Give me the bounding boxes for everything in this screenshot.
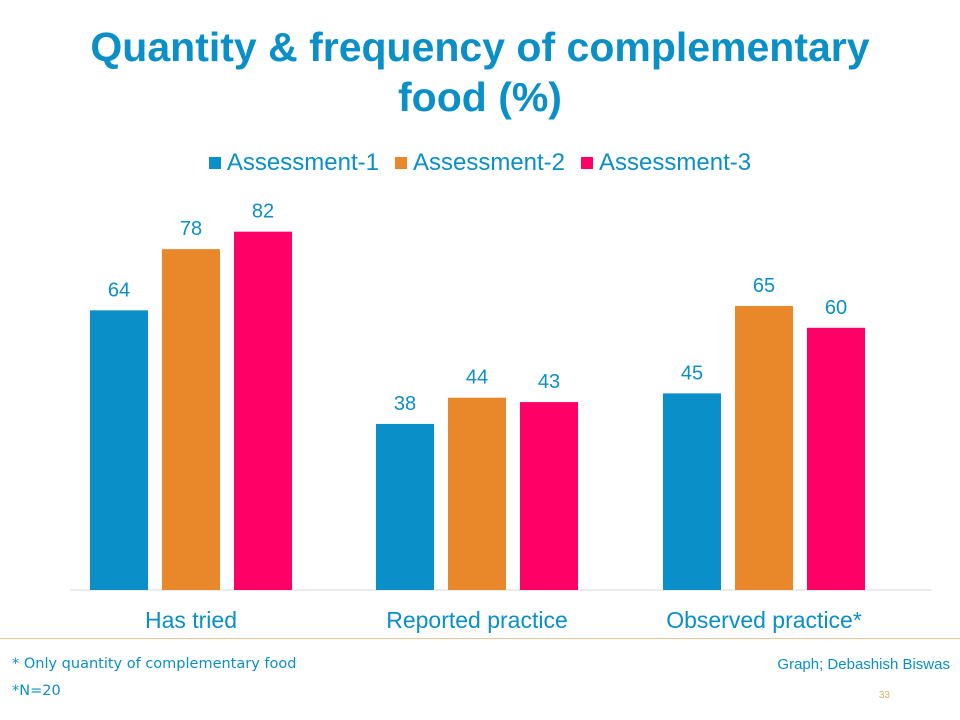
bar-1-3 <box>663 393 721 590</box>
footnote-quantity: * Only quantity of complementary food <box>12 656 297 672</box>
legend-item-assessment-3: Assessment-3 <box>581 149 751 177</box>
bar-1-2 <box>376 423 434 590</box>
legend-item-assessment-2: Assessment-2 <box>394 149 566 177</box>
data-label-1-1: 64 <box>108 279 130 301</box>
legend-label-assessment-2: Assessment-2 <box>412 149 566 176</box>
bar-1-1 <box>90 310 148 590</box>
graph-credit: Graph; Debashish Biswas <box>777 656 950 673</box>
data-label-3-1: 82 <box>252 201 274 223</box>
footnote-sample-size: *N=20 <box>12 683 61 699</box>
data-label-1-3: 45 <box>681 362 703 384</box>
data-label-3-2: 43 <box>538 371 560 393</box>
chart-title-line-2: food (%) <box>398 74 562 120</box>
bar-3-1 <box>234 231 292 590</box>
bar-3-3 <box>807 327 865 590</box>
bar-2-1 <box>162 249 220 590</box>
legend-swatch-assessment-3 <box>581 157 594 169</box>
category-label-1: Has tried <box>145 607 237 633</box>
data-label-3-3: 60 <box>825 297 847 319</box>
chart-title: Quantity & frequency of complementary fo… <box>0 22 960 122</box>
chart-title-line-1: Quantity & frequency of complementary <box>90 24 870 70</box>
legend-swatch-assessment-1 <box>208 157 221 169</box>
chart-legend: Assessment-1 Assessment-2 Assessment-3 <box>0 149 960 177</box>
bar-2-3 <box>735 305 793 590</box>
data-label-2-2: 44 <box>466 367 488 389</box>
legend-label-assessment-1: Assessment-1 <box>226 149 379 176</box>
legend-item-assessment-1: Assessment-1 <box>208 149 379 177</box>
data-label-2-3: 65 <box>753 275 775 297</box>
page-number: 33 <box>878 690 890 701</box>
legend-swatch-assessment-2 <box>394 157 407 169</box>
category-label-2: Reported practice <box>386 607 568 633</box>
bar-2-2 <box>448 397 506 590</box>
bar-3-2 <box>520 402 578 590</box>
data-label-2-1: 78 <box>180 218 202 240</box>
category-label-3: Observed practice* <box>666 607 862 633</box>
legend-label-assessment-3: Assessment-3 <box>599 149 752 176</box>
footer-divider <box>0 638 960 639</box>
data-label-1-2: 38 <box>394 393 416 415</box>
bar-chart: 64 78 82 Has tried 38 44 43 Reported practice 45… <box>70 201 932 633</box>
